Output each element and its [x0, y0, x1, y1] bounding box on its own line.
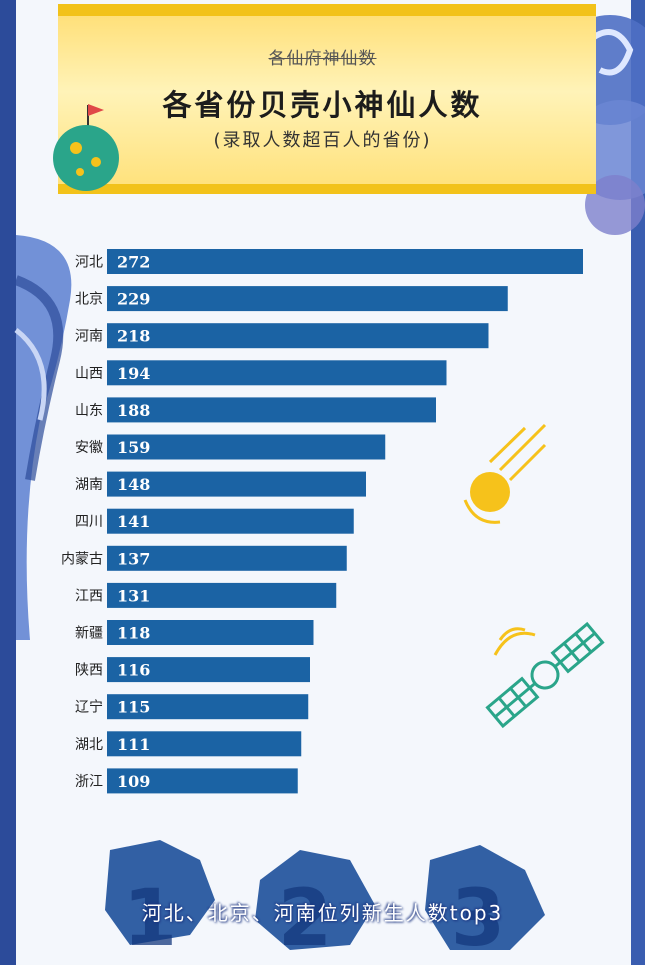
- header-banner: [58, 4, 596, 194]
- bar-value-label: 148: [117, 475, 150, 494]
- bar-value-label: 109: [117, 772, 150, 791]
- category-label: 山东: [75, 403, 103, 419]
- rank-3-label: 3: [451, 874, 505, 964]
- bar: [107, 768, 298, 794]
- bar: [107, 286, 508, 312]
- right-frame: [631, 0, 645, 965]
- category-label: 安徽: [75, 440, 103, 456]
- category-label: 山西: [75, 366, 103, 382]
- bar-value-label: 141: [117, 512, 150, 531]
- bar-value-label: 116: [117, 661, 150, 680]
- bar: [107, 694, 309, 720]
- bar: [107, 360, 447, 386]
- bar-value-label: 272: [117, 253, 150, 272]
- bar-value-label: 111: [117, 735, 150, 754]
- hebei-map-icon: [105, 840, 215, 945]
- bar: [107, 508, 354, 534]
- header-note: (录取人数超百人的省份): [213, 130, 432, 151]
- bar: [107, 582, 337, 608]
- bar-value-label: 188: [117, 401, 150, 420]
- bar-value-label: 137: [117, 549, 150, 568]
- footer-caption: 河北、北京、河南位列新生人数top3: [141, 901, 504, 925]
- category-label: 辽宁: [75, 699, 103, 716]
- left-frame: [0, 0, 16, 965]
- category-label: 江西: [75, 588, 103, 604]
- beijing-map-icon: [255, 850, 375, 950]
- bar: [107, 545, 347, 571]
- bar: [107, 620, 314, 645]
- bar: [107, 249, 583, 274]
- bar: [107, 731, 302, 757]
- bar-value-label: 229: [117, 290, 150, 309]
- bar: [107, 471, 366, 497]
- bar: [107, 397, 436, 423]
- category-label: 湖北: [75, 737, 103, 753]
- left-swirl-icon: [14, 235, 72, 640]
- bar: [107, 657, 310, 683]
- bar-value-label: 159: [117, 438, 150, 457]
- category-label: 浙江: [75, 774, 103, 790]
- category-label: 河北: [75, 255, 103, 271]
- category-label: 河南: [75, 329, 103, 345]
- bar-value-label: 115: [117, 698, 150, 717]
- rank-2-label: 2: [278, 874, 332, 964]
- category-label: 内蒙古: [61, 551, 103, 567]
- bar-value-label: 118: [117, 624, 150, 643]
- henan-map-icon: [425, 845, 545, 950]
- bar-value-label: 218: [117, 327, 150, 346]
- header-strike-title: 各仙府神仙数: [268, 49, 377, 69]
- category-label: 陕西: [75, 663, 103, 679]
- rank-1-label: 1: [123, 874, 177, 964]
- bar-value-label: 194: [117, 364, 150, 383]
- page-title: 各省份贝壳小神仙人数: [162, 88, 483, 122]
- category-label: 北京: [75, 292, 103, 308]
- bar: [107, 323, 489, 349]
- bar: [107, 434, 386, 460]
- category-label: 四川: [75, 514, 103, 530]
- category-label: 新疆: [75, 626, 103, 642]
- category-label: 湖南: [75, 477, 103, 493]
- bar-value-label: 131: [117, 586, 150, 605]
